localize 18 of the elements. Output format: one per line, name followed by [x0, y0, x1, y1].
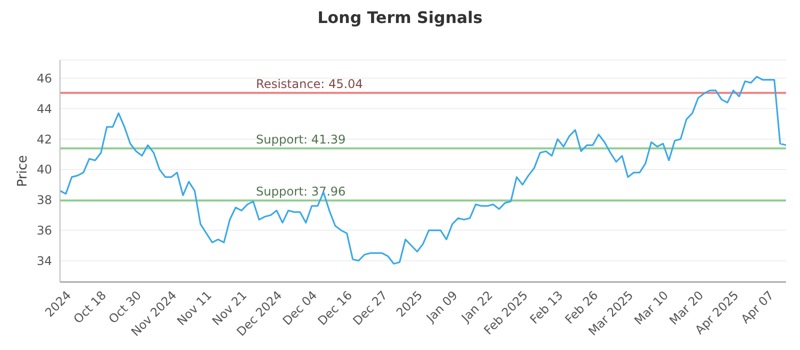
x-tick-label: Oct 18 — [70, 288, 109, 326]
y-tick-label: 38 — [36, 193, 52, 208]
y-tick-label: 42 — [36, 132, 52, 146]
ref-line-label: Resistance: 45.04 — [256, 76, 363, 91]
y-tick-label: 34 — [36, 254, 52, 268]
y-tick-label: 36 — [36, 224, 52, 238]
y-axis-title: Price — [16, 155, 31, 187]
y-tick-label: 44 — [36, 102, 52, 116]
ref-line-label: Support: 41.39 — [256, 132, 346, 146]
line-series — [59, 76, 787, 265]
ref-line-label: Support: 37.96 — [256, 184, 346, 198]
y-tick-label: 40 — [36, 162, 52, 177]
y-tick-label: 46 — [36, 72, 52, 86]
chart-title: Long Term Signals — [316, 8, 484, 29]
x-tick-label: Apr 07 — [738, 288, 776, 326]
x-tick-label: Dec 27 — [350, 288, 390, 328]
x-tick-label: Feb 13 — [527, 288, 566, 327]
x-tick-label: Jan 09 — [423, 288, 460, 326]
